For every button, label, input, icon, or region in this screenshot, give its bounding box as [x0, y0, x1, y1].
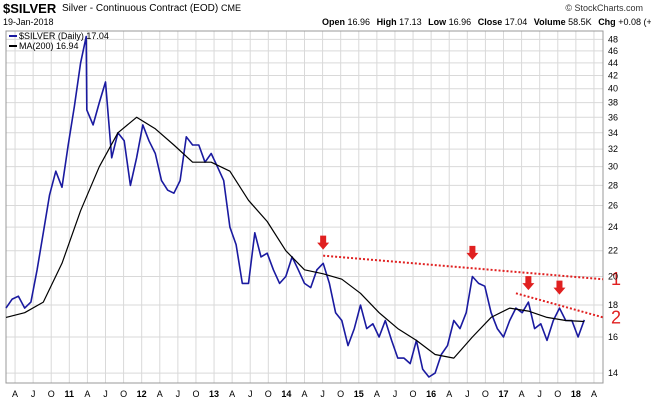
x-tick-label: 17	[498, 389, 508, 399]
trendline-label: 2	[611, 307, 621, 327]
close-label: Close	[477, 17, 503, 27]
y-tick-label: 38	[608, 98, 618, 108]
open-label: Open	[322, 17, 346, 27]
y-tick-label: 14	[608, 368, 618, 378]
y-tick-label: 16	[608, 332, 618, 342]
x-tick-label: A	[301, 389, 307, 399]
x-tick-label: O	[410, 389, 417, 399]
x-tick-label: 18	[571, 389, 581, 399]
x-tick-label: J	[248, 389, 253, 399]
y-tick-label: 22	[608, 246, 618, 256]
x-tick-label: 13	[209, 389, 219, 399]
high-label: High	[376, 17, 397, 27]
trendline-1	[323, 254, 604, 281]
x-tick-label: A	[446, 389, 452, 399]
x-tick-label: O	[265, 389, 272, 399]
y-tick-label: 40	[608, 84, 618, 94]
quote-summary: Open 16.96 High 17.13 Low 16.96 Close 17…	[322, 17, 651, 27]
x-tick-label: J	[320, 389, 325, 399]
series-layer	[5, 35, 586, 378]
y-tick-label: 48	[608, 34, 618, 44]
stockcharts-credit: © StockCharts.com	[565, 3, 643, 13]
x-tick-label: J	[103, 389, 108, 399]
y-tick-label: 36	[608, 112, 618, 122]
x-tick-label: 16	[426, 389, 436, 399]
x-tick-label: A	[519, 389, 525, 399]
y-tick-label: 24	[608, 222, 618, 232]
down-arrow-marker	[317, 235, 330, 250]
volume-label: Volume	[533, 17, 566, 27]
x-tick-label: J	[393, 389, 398, 399]
x-tick-label: O	[337, 389, 344, 399]
y-tick-label: 44	[608, 58, 618, 68]
y-tick-label: 32	[608, 144, 618, 154]
symbol-description: Silver - Continuous Contract (EOD) CME	[62, 3, 241, 14]
legend-label: $SILVER (Daily) 17.04	[19, 31, 109, 41]
x-tick-label: 12	[137, 389, 147, 399]
chart-grid	[6, 31, 603, 383]
chg-label: Chg	[598, 17, 616, 27]
y-axis: 14 16 18 20 22 24 26 28 30 32 34 36 38 40 42 44 46 48	[608, 34, 618, 378]
x-tick-label: O	[554, 389, 561, 399]
down-arrow-marker	[466, 245, 479, 260]
x-tick-label: 11	[65, 389, 75, 399]
legend-label: MA(200) 16.94	[19, 41, 79, 51]
low-label: Low	[428, 17, 447, 27]
chart-header: $SILVER Silver - Continuous Contract (EO…	[0, 0, 651, 30]
symbol-title: $SILVER	[3, 1, 57, 16]
x-tick-label: O	[48, 389, 55, 399]
x-tick-label: J	[176, 389, 181, 399]
x-tick-label: A	[84, 389, 90, 399]
volume-value: 58.5K	[568, 17, 592, 27]
y-tick-label: 46	[608, 46, 618, 56]
x-tick-label: O	[192, 389, 199, 399]
y-tick-label: 18	[608, 300, 618, 310]
trendline-label: 1	[611, 269, 621, 289]
x-tick-label: O	[120, 389, 127, 399]
x-axis: A J O 11 A J O 12 A J O 13 A J O 14 A J O 15 A J O 16 A J O 17 A J O 18…	[12, 389, 597, 399]
open-value: 16.96	[347, 17, 371, 27]
x-tick-label: 14	[281, 389, 291, 399]
x-tick-label: J	[31, 389, 36, 399]
x-tick-label: A	[374, 389, 380, 399]
x-tick-label: A	[591, 389, 597, 399]
low-value: 16.96	[448, 17, 472, 27]
trendline-2	[515, 292, 604, 319]
ma200-line	[5, 116, 585, 359]
x-tick-label: J	[537, 389, 542, 399]
close-value: 17.04	[504, 17, 528, 27]
x-tick-label: A	[229, 389, 235, 399]
silver-price-line	[5, 35, 586, 378]
quote-date: 19-Jan-2018	[3, 17, 54, 27]
description-text: Silver - Continuous Contract (EOD)	[62, 3, 219, 14]
chg-value: +0.08 (+0.48%)	[618, 17, 651, 27]
y-tick-label: 42	[608, 71, 618, 81]
y-tick-label: 30	[608, 162, 618, 172]
plot-frame	[5, 30, 604, 384]
x-tick-label: A	[157, 389, 163, 399]
y-tick-label: 34	[608, 128, 618, 138]
x-tick-label: J	[465, 389, 470, 399]
y-tick-label: 26	[608, 200, 618, 210]
y-tick-label: 28	[608, 180, 618, 190]
exchange-label: CME	[220, 3, 241, 13]
x-tick-label: A	[12, 389, 18, 399]
trendline-layer: 12	[317, 235, 621, 327]
x-tick-label: O	[482, 389, 489, 399]
x-tick-label: 15	[354, 389, 364, 399]
y-tick-label: 20	[608, 272, 618, 282]
down-arrow-marker	[553, 280, 566, 295]
down-arrow-marker	[522, 276, 535, 291]
high-value: 17.13	[399, 17, 422, 27]
